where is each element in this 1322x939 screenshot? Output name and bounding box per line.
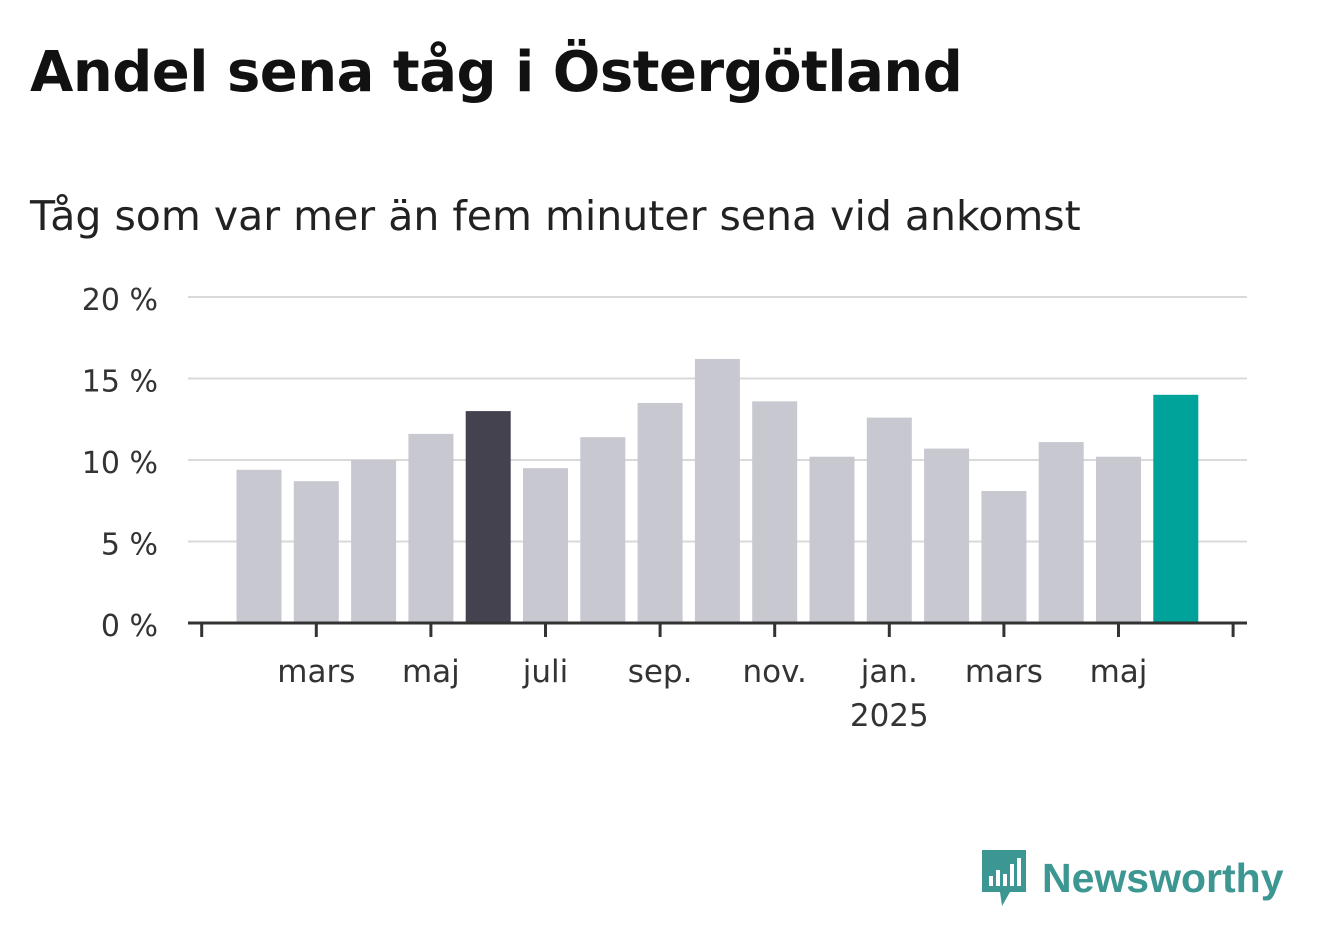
bars [236,358,1199,623]
bar-2024-04 [351,460,397,623]
y-tick-label: 0 % [101,609,158,644]
y-tick-label: 20 % [82,283,158,318]
chart-subtitle: Tåg som var mer än fem minuter sena vid … [30,192,1081,240]
x-tick-label: juli [522,654,569,690]
y-tick-label: 15 % [82,365,158,400]
bar-2024-06 [465,411,511,623]
x-tick-label: mars [277,654,355,690]
y-tick-label: 5 % [101,528,158,563]
bar-2024-09 [637,402,683,623]
newsworthy-logo-text: Newsworthy [1042,854,1284,901]
x-tick-year-label: 2025 [850,698,929,734]
bar-2024-05 [408,433,454,623]
bar-2024-11 [752,401,798,623]
x-tick-label: maj [402,654,460,690]
newsworthy-logo: Newsworthy [980,848,1284,908]
bar-2024-02 [236,469,282,623]
bar-2024-10 [694,358,740,623]
y-axis-labels: 0 % 5 % 10 % 15 % 20 % [82,283,158,644]
x-tick-label: jan. [860,654,918,690]
x-tick-label: mars [965,654,1043,690]
newsworthy-logo-icon [982,850,1026,906]
x-tick-label: sep. [628,654,693,690]
bar-2025-01 [866,417,912,623]
chart-title: Andel sena tåg i Östergötland [30,40,963,105]
bar-2025-03 [981,490,1027,623]
bar-2025-06 [1153,394,1199,623]
x-tick-label: nov. [742,654,806,690]
bar-2024-03 [293,481,339,623]
bar-2025-02 [924,448,970,623]
bar-2025-04 [1038,442,1084,623]
bar-2024-07 [523,468,568,623]
y-tick-label: 10 % [82,446,158,481]
x-axis: mars maj juli sep. nov. jan. 2025 mars maj [188,621,1247,734]
bar-2024-08 [580,437,626,623]
bar-2025-05 [1096,456,1141,623]
x-tick-label: maj [1090,654,1148,690]
bar-2024-12 [809,456,855,623]
